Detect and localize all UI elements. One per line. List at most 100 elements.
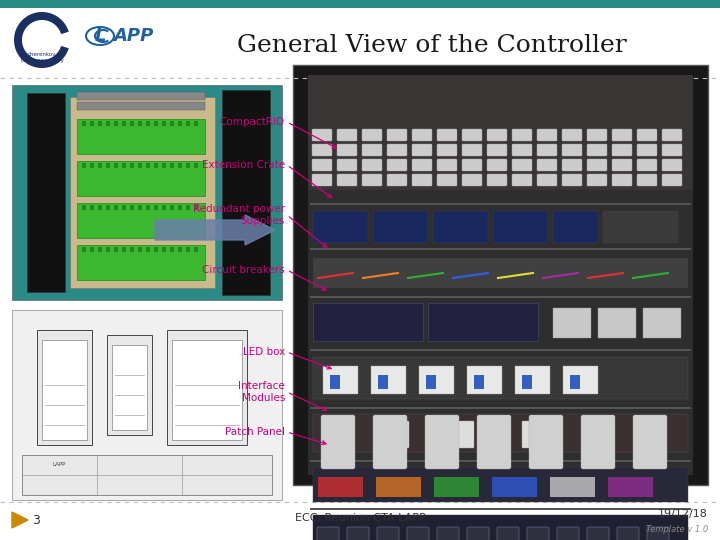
FancyBboxPatch shape	[312, 159, 332, 171]
FancyBboxPatch shape	[178, 121, 182, 126]
FancyBboxPatch shape	[186, 163, 190, 168]
FancyBboxPatch shape	[146, 163, 150, 168]
FancyBboxPatch shape	[462, 159, 482, 171]
FancyBboxPatch shape	[428, 303, 538, 341]
FancyBboxPatch shape	[637, 174, 657, 186]
Text: cherenkov
telescope array: cherenkov telescope array	[21, 52, 63, 63]
FancyBboxPatch shape	[412, 129, 432, 141]
FancyBboxPatch shape	[637, 144, 657, 156]
FancyBboxPatch shape	[563, 366, 598, 394]
FancyBboxPatch shape	[562, 144, 582, 156]
FancyBboxPatch shape	[167, 330, 247, 445]
FancyBboxPatch shape	[114, 121, 118, 126]
FancyBboxPatch shape	[373, 211, 428, 243]
FancyBboxPatch shape	[515, 366, 550, 394]
FancyBboxPatch shape	[487, 144, 507, 156]
FancyBboxPatch shape	[313, 515, 688, 540]
FancyBboxPatch shape	[387, 174, 407, 186]
FancyBboxPatch shape	[462, 129, 482, 141]
FancyBboxPatch shape	[90, 205, 94, 210]
FancyBboxPatch shape	[312, 144, 332, 156]
FancyBboxPatch shape	[310, 248, 691, 250]
FancyBboxPatch shape	[77, 245, 205, 280]
FancyBboxPatch shape	[387, 144, 407, 156]
FancyBboxPatch shape	[308, 75, 693, 475]
FancyBboxPatch shape	[562, 159, 582, 171]
Text: Interface
Modules: Interface Modules	[238, 381, 285, 403]
FancyBboxPatch shape	[77, 119, 205, 154]
FancyBboxPatch shape	[112, 345, 147, 430]
FancyBboxPatch shape	[170, 247, 174, 252]
FancyBboxPatch shape	[106, 121, 110, 126]
FancyBboxPatch shape	[529, 415, 563, 469]
FancyBboxPatch shape	[612, 129, 632, 141]
FancyBboxPatch shape	[387, 159, 407, 171]
FancyBboxPatch shape	[662, 174, 682, 186]
FancyBboxPatch shape	[587, 144, 607, 156]
FancyBboxPatch shape	[323, 366, 358, 394]
FancyBboxPatch shape	[321, 415, 355, 469]
FancyBboxPatch shape	[106, 205, 110, 210]
FancyBboxPatch shape	[437, 174, 457, 186]
FancyBboxPatch shape	[178, 205, 182, 210]
FancyBboxPatch shape	[317, 527, 339, 540]
FancyBboxPatch shape	[587, 421, 604, 448]
FancyBboxPatch shape	[377, 527, 399, 540]
FancyBboxPatch shape	[373, 415, 407, 469]
FancyBboxPatch shape	[82, 205, 86, 210]
FancyBboxPatch shape	[194, 247, 198, 252]
FancyBboxPatch shape	[122, 205, 126, 210]
FancyBboxPatch shape	[90, 121, 94, 126]
FancyBboxPatch shape	[433, 211, 488, 243]
FancyBboxPatch shape	[337, 159, 357, 171]
FancyBboxPatch shape	[437, 144, 457, 156]
FancyBboxPatch shape	[537, 159, 557, 171]
FancyBboxPatch shape	[330, 375, 340, 389]
FancyBboxPatch shape	[90, 247, 94, 252]
FancyBboxPatch shape	[313, 357, 688, 399]
FancyBboxPatch shape	[633, 415, 667, 469]
FancyBboxPatch shape	[376, 477, 421, 497]
FancyBboxPatch shape	[487, 174, 507, 186]
Text: APP: APP	[113, 27, 153, 45]
FancyBboxPatch shape	[186, 205, 190, 210]
FancyBboxPatch shape	[617, 527, 639, 540]
FancyBboxPatch shape	[457, 421, 474, 448]
FancyBboxPatch shape	[512, 159, 532, 171]
FancyBboxPatch shape	[419, 366, 454, 394]
FancyBboxPatch shape	[493, 211, 548, 243]
FancyBboxPatch shape	[467, 366, 502, 394]
FancyBboxPatch shape	[662, 144, 682, 156]
FancyBboxPatch shape	[487, 159, 507, 171]
FancyBboxPatch shape	[362, 144, 382, 156]
FancyBboxPatch shape	[146, 247, 150, 252]
FancyBboxPatch shape	[425, 415, 459, 469]
FancyBboxPatch shape	[106, 163, 110, 168]
FancyBboxPatch shape	[107, 335, 152, 435]
FancyBboxPatch shape	[477, 415, 511, 469]
FancyBboxPatch shape	[437, 527, 459, 540]
FancyBboxPatch shape	[312, 129, 332, 141]
FancyBboxPatch shape	[22, 455, 272, 495]
Text: cta: cta	[31, 31, 53, 44]
FancyBboxPatch shape	[662, 129, 682, 141]
FancyBboxPatch shape	[310, 349, 691, 351]
FancyBboxPatch shape	[553, 308, 591, 338]
FancyBboxPatch shape	[186, 247, 190, 252]
FancyBboxPatch shape	[122, 121, 126, 126]
FancyBboxPatch shape	[138, 121, 142, 126]
FancyBboxPatch shape	[598, 308, 636, 338]
FancyBboxPatch shape	[412, 159, 432, 171]
FancyBboxPatch shape	[474, 375, 484, 389]
Text: General View of the Controller: General View of the Controller	[237, 33, 627, 57]
FancyBboxPatch shape	[170, 205, 174, 210]
FancyBboxPatch shape	[562, 129, 582, 141]
FancyBboxPatch shape	[77, 203, 205, 238]
FancyBboxPatch shape	[378, 375, 388, 389]
FancyBboxPatch shape	[154, 247, 158, 252]
FancyBboxPatch shape	[313, 303, 423, 341]
FancyBboxPatch shape	[77, 161, 205, 196]
FancyBboxPatch shape	[647, 527, 669, 540]
FancyBboxPatch shape	[106, 247, 110, 252]
FancyBboxPatch shape	[387, 129, 407, 141]
